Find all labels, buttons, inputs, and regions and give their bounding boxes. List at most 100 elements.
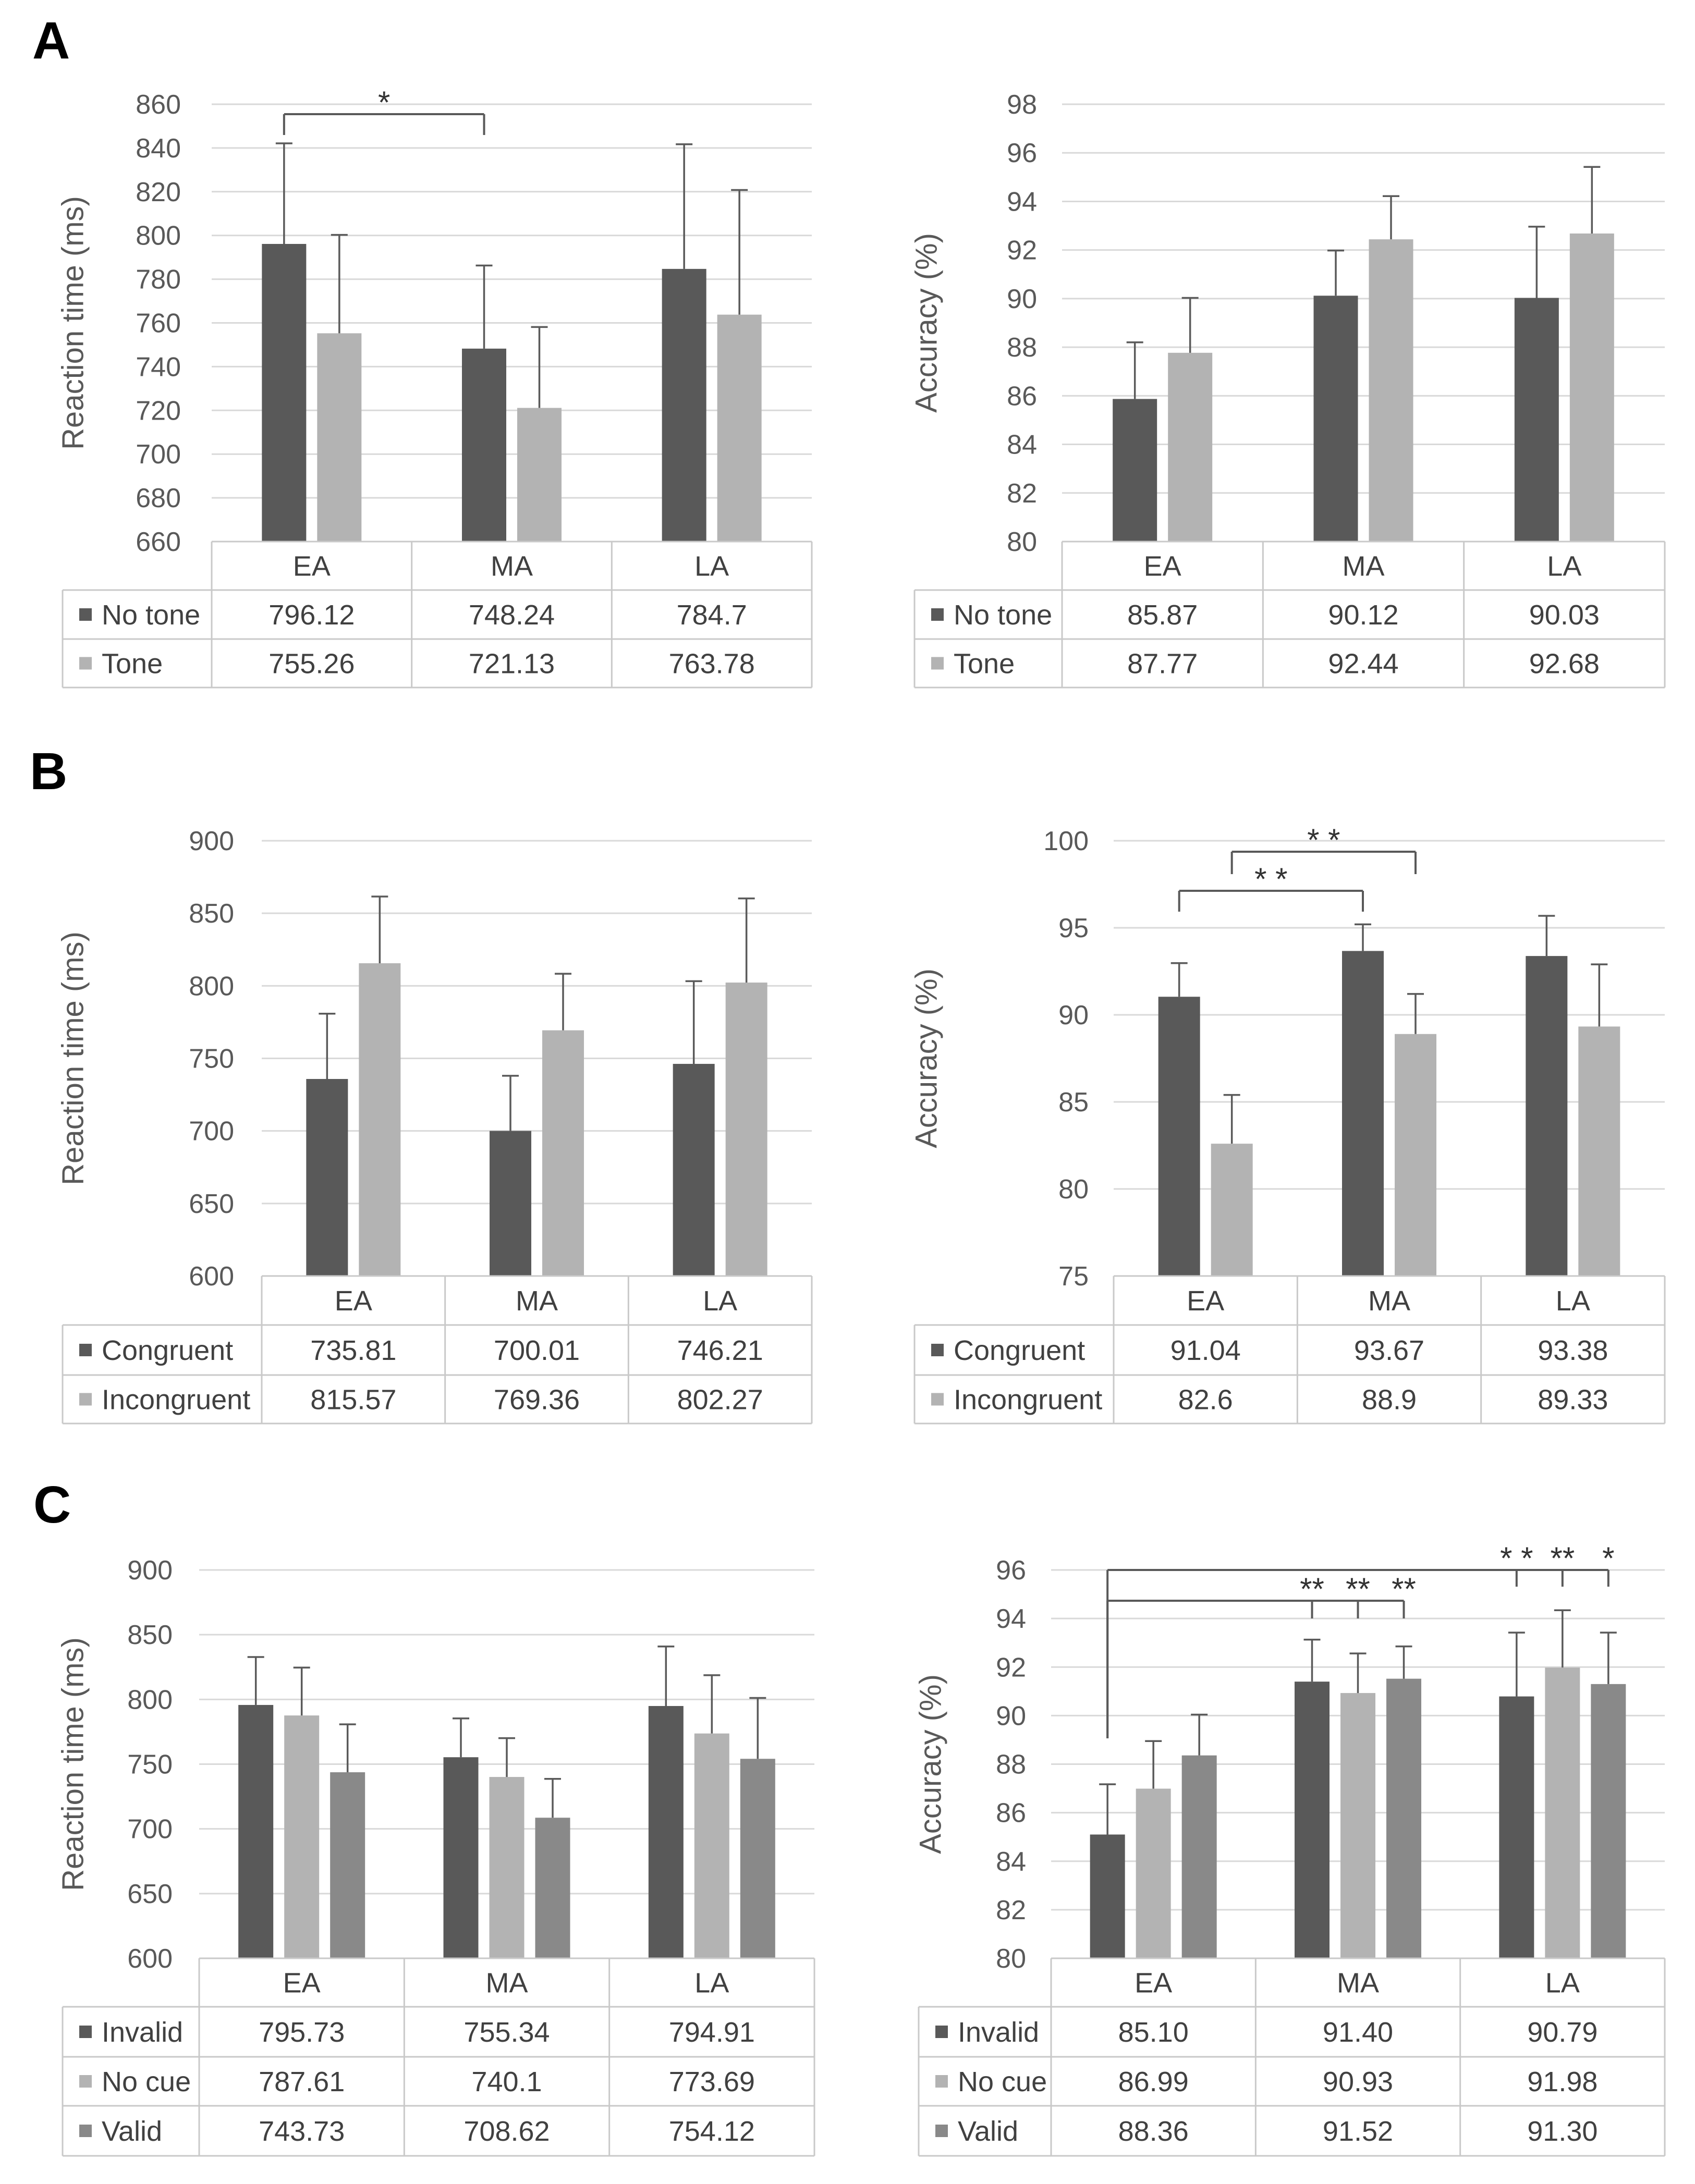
y-tick-label-750: 750 [127,1750,173,1780]
bar-no-tone-ea [262,243,307,542]
y-tick-label-90: 90 [996,1701,1026,1731]
legend-swatch-no-tone [79,608,92,621]
data-table: EA MA LA Congruent 91.04 93.67 93.38 Incongruen… [913,1275,1666,1425]
legend-swatch-tone [79,657,92,670]
bar-no-cue-ea [1136,1788,1171,1958]
data-label-no-tone-ma: 90.12 [1328,599,1398,631]
data-label-tone-ea: 755.26 [269,648,355,680]
data-label-invalid-la: 794.91 [669,2017,755,2048]
bar-congruent-la [1526,956,1568,1276]
data-label-invalid-ea: 85.10 [1118,2017,1189,2048]
y-tick-label-90: 90 [1007,284,1037,314]
bar-incongruent-la [725,983,767,1276]
legend-swatch-no-cue [79,2075,92,2088]
bar-no-tone-la [662,268,706,542]
y-tick-label-98: 98 [1007,90,1037,120]
data-label-no-tone-la: 784.7 [677,599,747,631]
bar-no-cue-ma [1340,1693,1375,1958]
data-label-no-tone-ma: 748.24 [469,599,555,631]
data-label-incongruent-la: 802.27 [677,1384,763,1416]
y-axis-label: Accuracy (%) [913,1674,947,1854]
legend-swatch-congruent [79,1344,92,1356]
y-tick-label-760: 760 [136,309,181,339]
bar-invalid-ma [443,1757,479,1958]
y-tick-label-860: 860 [136,90,181,120]
data-label-congruent-ma: 700.01 [494,1335,580,1366]
y-tick-label-96: 96 [1007,138,1037,168]
significance-label: ** [1550,1541,1575,1576]
x-category-label-la: LA [694,1968,729,1999]
y-tick-label-780: 780 [136,265,181,295]
data-label-no-tone-la: 90.03 [1529,599,1600,631]
legend-label-invalid: Invalid [958,2017,1039,2048]
y-tick-label-92: 92 [996,1652,1026,1683]
y-tick-label-800: 800 [136,221,181,251]
x-category-label-la: LA [1547,551,1581,582]
y-axis-label: Accuracy (%) [909,968,943,1148]
data-table: EA MA LA No tone 85.87 90.12 90.03 Tone 87.77 92.… [913,541,1666,689]
bar-valid-ea [1181,1755,1217,1958]
y-tick-label-680: 680 [136,483,181,513]
y-tick-label-600: 600 [189,1261,234,1292]
y-tick-label-850: 850 [127,1620,173,1650]
chart-c-accuracy: 80 82 84 86 88 90 92 94 96 Accuracy (%) EA MA LA Inva… [913,1541,1666,2157]
legend-swatch-tone [931,657,944,670]
y-tick-label-88: 88 [1007,333,1037,363]
data-label-no-cue-ma: 740.1 [471,2066,542,2097]
significance-label: ** [1392,1572,1416,1606]
legend-swatch-valid [935,2125,948,2137]
data-label-incongruent-ea: 82.6 [1178,1384,1233,1416]
bar-valid-ma [1386,1678,1421,1958]
bar-no-cue-ea [284,1715,320,1958]
x-category-label-ma: MA [1343,551,1385,582]
x-category-label-ea: EA [293,551,331,582]
data-label-no-cue-la: 91.98 [1527,2066,1598,2097]
y-tick-label-900: 900 [189,826,234,856]
significance-label: * * [1254,862,1287,897]
bar-congruent-la [673,1064,715,1276]
bar-tone-ma [517,408,562,542]
data-label-congruent-ea: 91.04 [1170,1335,1241,1366]
y-tick-label-700: 700 [189,1116,234,1147]
bar-no-cue-la [694,1733,729,1958]
y-tick-label-850: 850 [189,899,234,929]
bar-valid-ma [535,1818,570,1958]
y-tick-label-800: 800 [189,971,234,1001]
data-label-invalid-ea: 795.73 [259,2017,345,2048]
data-label-valid-ea: 88.36 [1118,2116,1189,2147]
bar-invalid-la [1499,1696,1534,1958]
y-axis-label: Reaction time (ms) [56,931,90,1185]
bar-congruent-ea [1158,997,1200,1276]
bar-invalid-ea [238,1704,274,1958]
legend-label-valid: Valid [958,2116,1018,2147]
x-category-label-ma: MA [486,1968,528,1999]
legend-swatch-congruent [931,1344,944,1356]
bar-no-tone-ea [1113,399,1157,542]
bar-congruent-ea [306,1078,348,1276]
bar-tone-la [717,314,762,542]
y-tick-label-80: 80 [996,1944,1026,1974]
y-tick-label-84: 84 [1007,430,1037,460]
significance-label: ** [1300,1572,1324,1606]
bar-incongruent-ma [1395,1034,1436,1276]
y-tick-label-100: 100 [1043,826,1089,856]
bar-tone-ma [1369,239,1413,542]
legend-label-no-cue: No cue [958,2066,1047,2097]
x-category-label-ma: MA [1368,1285,1410,1317]
data-label-no-cue-ea: 86.99 [1118,2066,1189,2097]
y-tick-label-840: 840 [136,133,181,164]
legend-label-no-tone: No tone [954,599,1052,631]
legend-label-valid: Valid [102,2116,162,2147]
significance-label: * * [1307,823,1340,857]
y-tick-label-750: 750 [189,1044,234,1074]
chart-c-reaction-time: 600 650 700 750 800 850 900 Reaction time (ms) E… [56,1555,815,2157]
x-category-label-la: LA [694,551,729,582]
x-category-label-ea: EA [283,1968,321,1999]
bar-incongruent-la [1578,1026,1620,1276]
y-tick-label-650: 650 [127,1879,173,1909]
x-category-label-ma: MA [491,551,533,582]
x-category-label-la: LA [703,1285,737,1317]
data-label-tone-la: 763.78 [669,648,755,680]
x-category-label-ma: MA [1337,1968,1379,1999]
